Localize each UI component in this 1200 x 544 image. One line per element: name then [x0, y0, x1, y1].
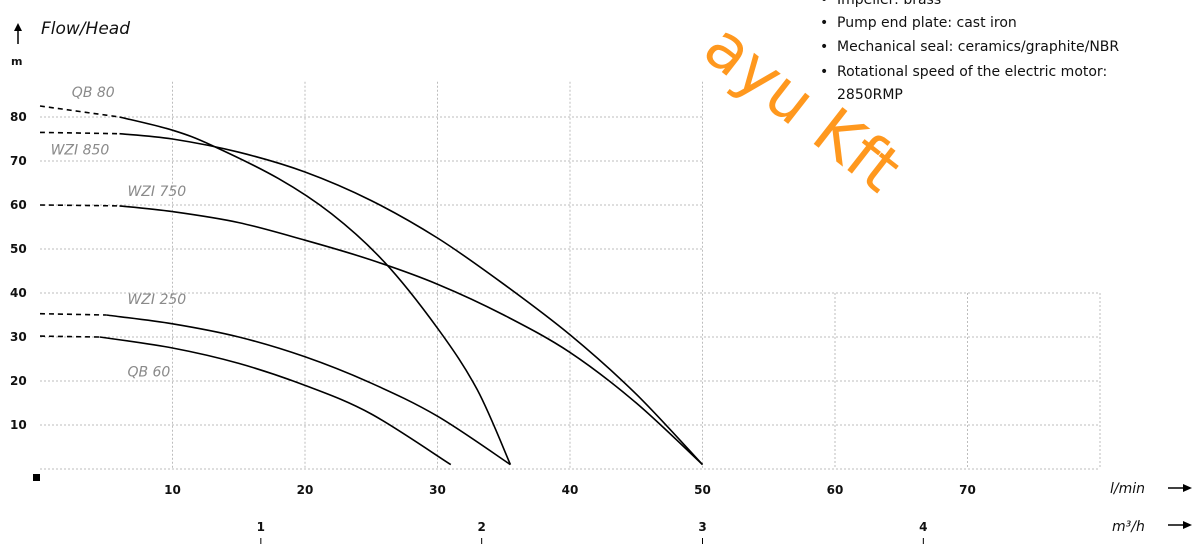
- curve-qb-60-dashed: [39, 335, 100, 338]
- curve-label-qb-60: QB 60: [127, 365, 170, 381]
- y-tick-label: 20: [10, 374, 27, 388]
- x-tick-label: 20: [297, 483, 314, 497]
- x-axis-arrow-icon: [1168, 484, 1192, 492]
- x-tick-label: 50: [694, 483, 711, 497]
- x2-tick-label: 2: [477, 520, 485, 534]
- spec-bullet-icon: •: [820, 0, 828, 8]
- spec-bullet-icon: •: [820, 39, 828, 55]
- origin-marker: [33, 474, 40, 481]
- curve-label-wzi-850: WZI 850: [51, 142, 110, 158]
- x-axis-unit-m3h: m³/h: [1112, 519, 1145, 535]
- y-tick-label: 60: [10, 198, 27, 212]
- curve-qb-80: [119, 116, 512, 465]
- x2-tick-label: 1: [257, 520, 265, 534]
- y-tick-label: 50: [10, 242, 27, 256]
- spec-bullet-icon: •: [820, 64, 828, 80]
- y-tick-label: 30: [10, 330, 27, 344]
- x-tick-label: 30: [429, 483, 446, 497]
- x-tick-label: 70: [959, 483, 976, 497]
- chart-grid: [40, 81, 1101, 470]
- y-axis-title: Flow/Head: [41, 19, 130, 39]
- spec-item-1: Impeller: brass: [837, 0, 941, 8]
- chart-text: Flow/Head m l/min m³/h • Impeller: brass…: [10, 0, 1192, 544]
- curve-wzi-250: [106, 314, 511, 466]
- x-tick-label: 60: [827, 483, 844, 497]
- spec-item-4: Rotational speed of the electric motor:: [837, 64, 1107, 80]
- curve-wzi-250-dashed: [39, 312, 107, 316]
- performance-curves: [39, 105, 704, 466]
- y-axis-arrow-icon: [14, 23, 22, 44]
- y-tick-label: 40: [10, 286, 27, 300]
- y-tick-label: 80: [10, 110, 27, 124]
- curve-wzi-750-dashed: [39, 204, 120, 207]
- curve-qb-80-dashed: [39, 105, 120, 118]
- spec-bullet-icon: •: [820, 15, 828, 31]
- y-axis-unit: m: [11, 55, 22, 68]
- x-tick-label: 40: [562, 483, 579, 497]
- curve-qb-60: [99, 336, 452, 466]
- x-tick-label: 10: [164, 483, 181, 497]
- spec-item-5: 2850RMP: [837, 87, 903, 103]
- curve-wzi-850-dashed: [39, 131, 120, 135]
- x2-tick-label: 4: [919, 520, 927, 534]
- y-tick-label: 10: [10, 418, 27, 432]
- spec-item-2: Pump end plate: cast iron: [837, 15, 1017, 31]
- x-axis-unit-lmin: l/min: [1110, 481, 1145, 497]
- curve-label-qb-80: QB 80: [72, 85, 115, 101]
- curve-wzi-850: [119, 132, 704, 466]
- x2-tick-label: 3: [698, 520, 706, 534]
- y-tick-label: 70: [10, 154, 27, 168]
- curve-label-wzi-250: WZI 250: [127, 292, 186, 308]
- curve-wzi-750: [119, 205, 704, 466]
- spec-list: • Impeller: brass • Pump end plate: cast…: [820, 0, 1119, 103]
- curve-label-wzi-750: WZI 750: [127, 184, 186, 200]
- spec-item-3: Mechanical seal: ceramics/graphite/NBR: [837, 39, 1119, 55]
- x2-axis-arrow-icon: [1168, 521, 1192, 529]
